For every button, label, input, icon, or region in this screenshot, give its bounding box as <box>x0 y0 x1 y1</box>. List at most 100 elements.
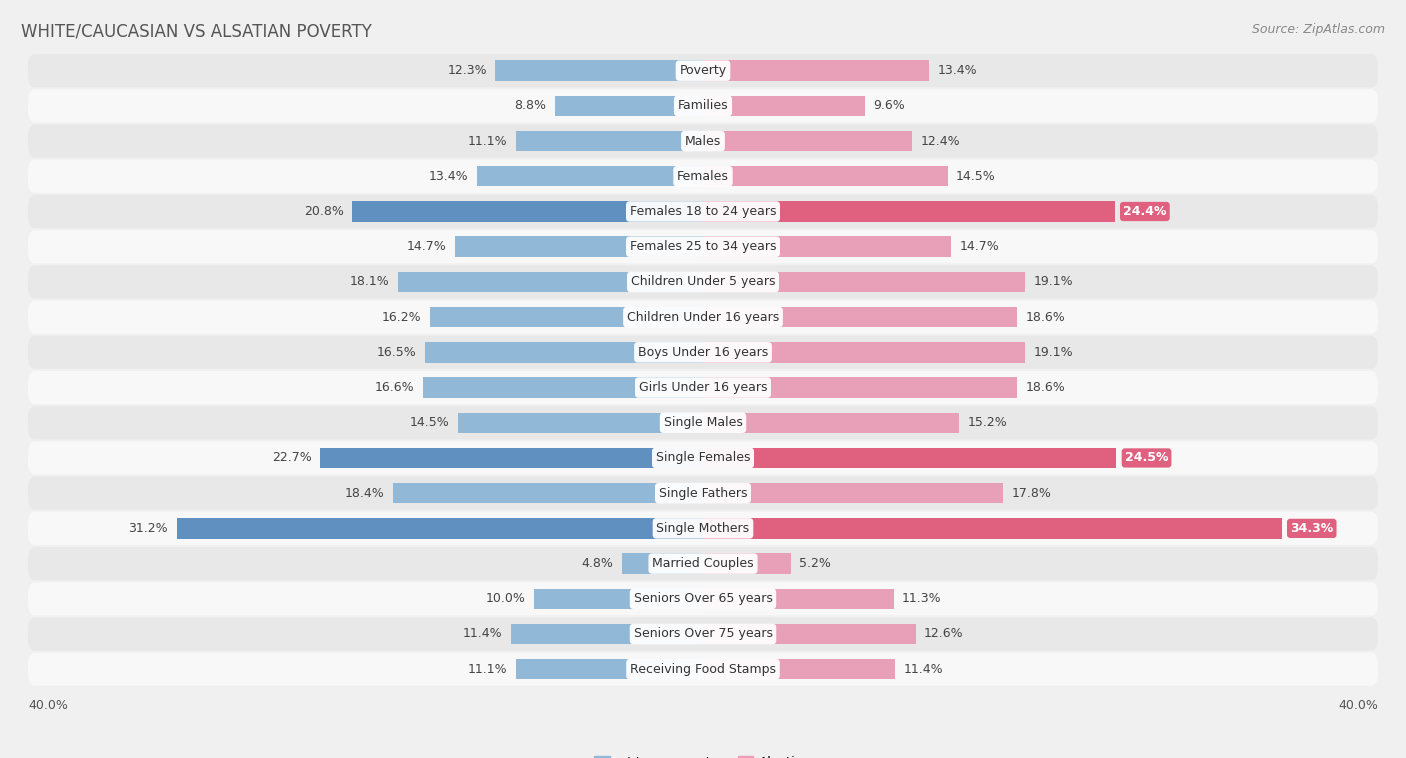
FancyBboxPatch shape <box>28 195 1378 228</box>
FancyBboxPatch shape <box>28 89 1378 123</box>
Bar <box>392 483 703 503</box>
Bar <box>703 553 790 574</box>
Text: Children Under 5 years: Children Under 5 years <box>631 275 775 288</box>
Bar <box>177 518 703 539</box>
Text: 10.0%: 10.0% <box>486 592 526 606</box>
Bar <box>703 271 1025 292</box>
Text: 18.1%: 18.1% <box>350 275 389 288</box>
Text: 4.8%: 4.8% <box>582 557 613 570</box>
Text: Poverty: Poverty <box>679 64 727 77</box>
Bar <box>703 202 1115 221</box>
Bar <box>352 202 703 221</box>
Text: 11.1%: 11.1% <box>468 662 508 675</box>
Bar <box>510 624 703 644</box>
Text: 20.8%: 20.8% <box>304 205 343 218</box>
Text: 12.3%: 12.3% <box>447 64 486 77</box>
FancyBboxPatch shape <box>28 230 1378 263</box>
Bar <box>703 377 1017 398</box>
Text: 13.4%: 13.4% <box>429 170 468 183</box>
Text: 11.4%: 11.4% <box>463 628 502 641</box>
FancyBboxPatch shape <box>28 618 1378 650</box>
Bar <box>703 61 929 81</box>
FancyBboxPatch shape <box>28 441 1378 475</box>
Text: 19.1%: 19.1% <box>1033 346 1073 359</box>
FancyBboxPatch shape <box>28 54 1378 87</box>
Bar <box>398 271 703 292</box>
Bar <box>703 624 915 644</box>
Bar <box>554 96 703 116</box>
FancyBboxPatch shape <box>28 582 1378 615</box>
Text: 19.1%: 19.1% <box>1033 275 1073 288</box>
Bar <box>703 448 1116 468</box>
Bar <box>516 659 703 679</box>
Bar <box>703 236 950 257</box>
Bar <box>703 166 948 186</box>
Text: 16.5%: 16.5% <box>377 346 416 359</box>
Text: 17.8%: 17.8% <box>1012 487 1052 500</box>
Text: Girls Under 16 years: Girls Under 16 years <box>638 381 768 394</box>
Text: Source: ZipAtlas.com: Source: ZipAtlas.com <box>1251 23 1385 36</box>
Text: 24.4%: 24.4% <box>1123 205 1167 218</box>
Bar <box>534 588 703 609</box>
Text: Boys Under 16 years: Boys Under 16 years <box>638 346 768 359</box>
Text: 8.8%: 8.8% <box>515 99 546 112</box>
Bar <box>703 131 912 152</box>
Text: 18.6%: 18.6% <box>1025 381 1064 394</box>
Text: 14.7%: 14.7% <box>406 240 447 253</box>
FancyBboxPatch shape <box>28 547 1378 580</box>
Text: 11.4%: 11.4% <box>904 662 943 675</box>
FancyBboxPatch shape <box>28 371 1378 404</box>
Text: Females 18 to 24 years: Females 18 to 24 years <box>630 205 776 218</box>
Text: Families: Families <box>678 99 728 112</box>
Text: Males: Males <box>685 135 721 148</box>
FancyBboxPatch shape <box>28 336 1378 369</box>
FancyBboxPatch shape <box>28 477 1378 509</box>
FancyBboxPatch shape <box>28 301 1378 334</box>
Bar <box>425 342 703 362</box>
FancyBboxPatch shape <box>28 265 1378 299</box>
Text: Females: Females <box>678 170 728 183</box>
Text: 12.6%: 12.6% <box>924 628 963 641</box>
Text: Single Females: Single Females <box>655 452 751 465</box>
Text: Single Males: Single Males <box>664 416 742 429</box>
Text: 11.3%: 11.3% <box>903 592 942 606</box>
Text: WHITE/CAUCASIAN VS ALSATIAN POVERTY: WHITE/CAUCASIAN VS ALSATIAN POVERTY <box>21 23 373 41</box>
Text: Seniors Over 75 years: Seniors Over 75 years <box>634 628 772 641</box>
Bar <box>430 307 703 327</box>
Text: 24.5%: 24.5% <box>1125 452 1168 465</box>
Text: 14.5%: 14.5% <box>956 170 995 183</box>
Bar <box>703 518 1282 539</box>
Bar <box>477 166 703 186</box>
FancyBboxPatch shape <box>28 512 1378 545</box>
Text: 40.0%: 40.0% <box>1339 699 1378 712</box>
Text: 15.2%: 15.2% <box>967 416 1008 429</box>
Bar <box>703 659 896 679</box>
Text: 34.3%: 34.3% <box>1291 522 1333 535</box>
Text: Single Mothers: Single Mothers <box>657 522 749 535</box>
Text: 14.5%: 14.5% <box>411 416 450 429</box>
Text: 40.0%: 40.0% <box>28 699 67 712</box>
Text: 13.4%: 13.4% <box>938 64 977 77</box>
FancyBboxPatch shape <box>28 160 1378 193</box>
FancyBboxPatch shape <box>28 406 1378 440</box>
Text: 31.2%: 31.2% <box>128 522 169 535</box>
Text: Single Fathers: Single Fathers <box>659 487 747 500</box>
Bar <box>456 236 703 257</box>
Text: 22.7%: 22.7% <box>271 452 312 465</box>
Bar <box>458 412 703 433</box>
Bar <box>703 342 1025 362</box>
Text: 18.6%: 18.6% <box>1025 311 1064 324</box>
Bar <box>321 448 703 468</box>
Text: Seniors Over 65 years: Seniors Over 65 years <box>634 592 772 606</box>
Bar <box>703 307 1017 327</box>
Text: 11.1%: 11.1% <box>468 135 508 148</box>
Bar <box>516 131 703 152</box>
Bar <box>703 96 865 116</box>
Text: 9.6%: 9.6% <box>873 99 905 112</box>
Text: 5.2%: 5.2% <box>799 557 831 570</box>
Text: 16.6%: 16.6% <box>375 381 415 394</box>
FancyBboxPatch shape <box>28 124 1378 158</box>
Text: Married Couples: Married Couples <box>652 557 754 570</box>
Bar <box>495 61 703 81</box>
Text: 14.7%: 14.7% <box>959 240 1000 253</box>
